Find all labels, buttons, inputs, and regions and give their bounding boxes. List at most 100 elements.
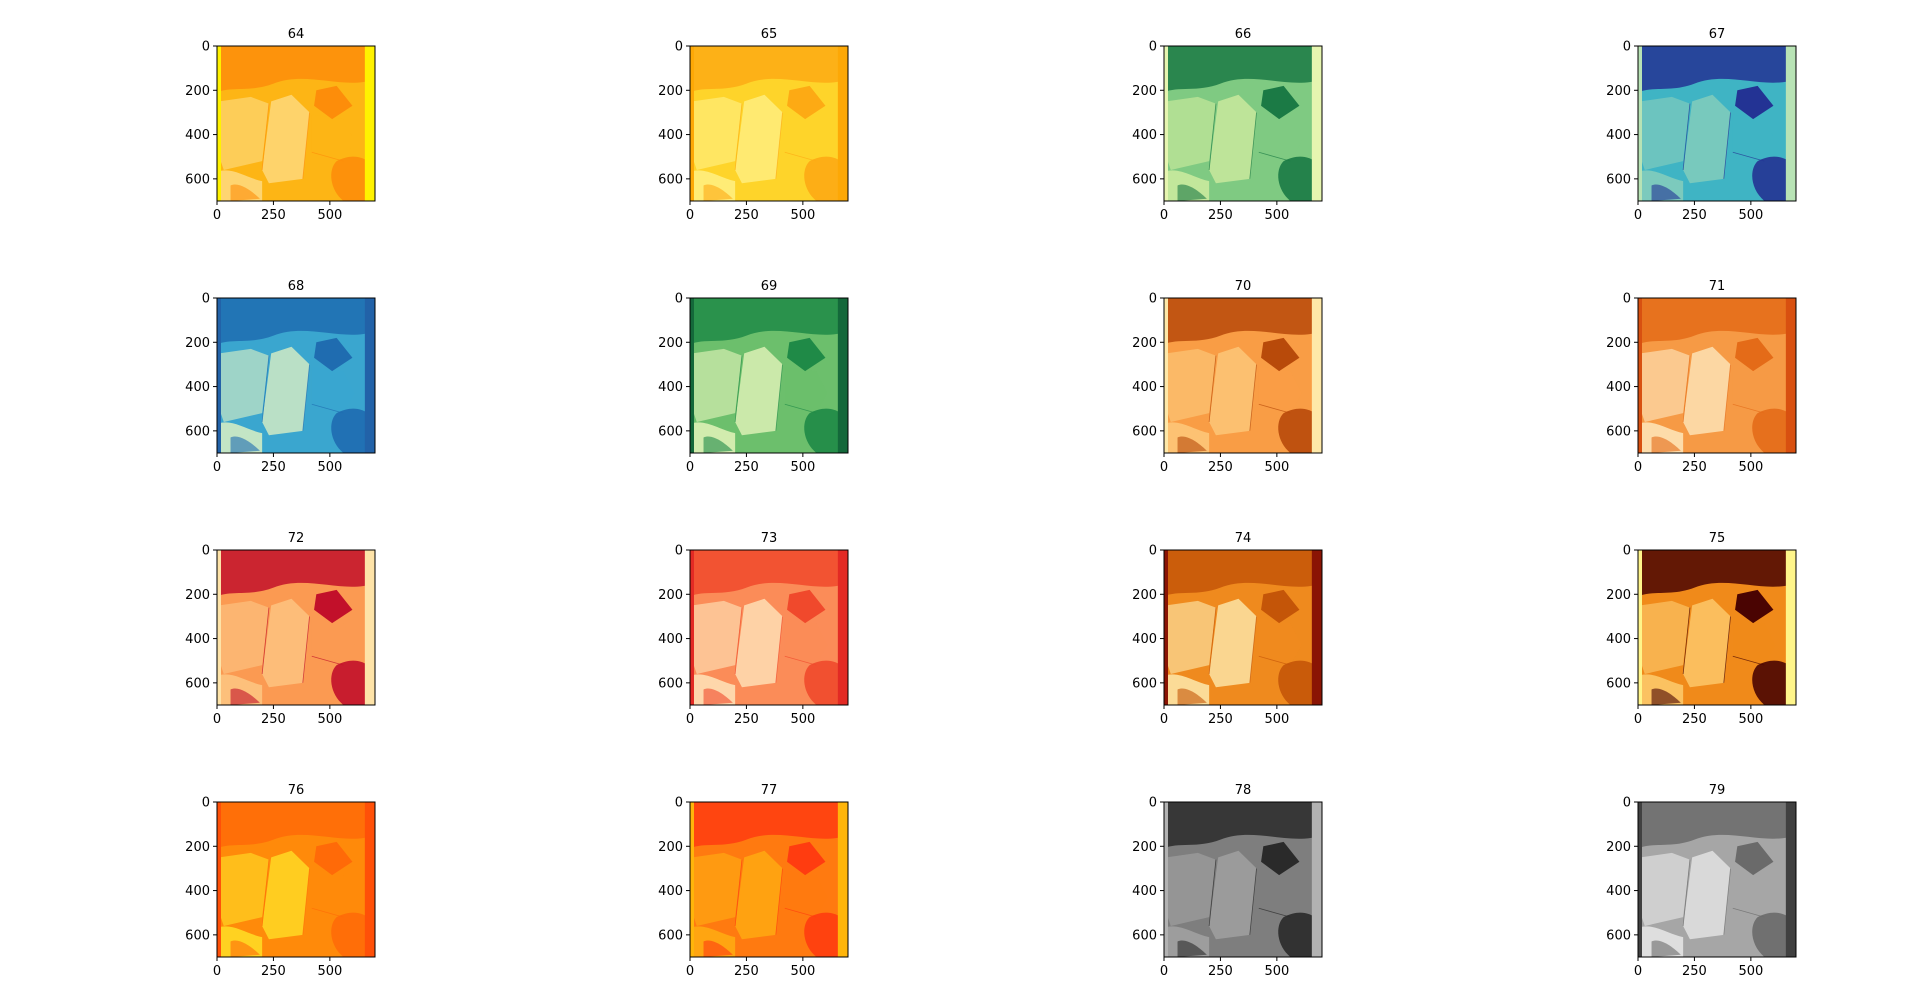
y-tick-label: 200 (185, 588, 210, 603)
subplot-title: 65 (761, 27, 778, 42)
x-tick-label: 0 (1160, 964, 1168, 979)
x-tick-label: 0 (213, 712, 221, 727)
subplot-title: 66 (1235, 27, 1252, 42)
axes-frame (1637, 45, 1797, 202)
y-tick-label: 400 (185, 884, 210, 899)
subplot-75: 75 0 250 500 0 200 400 600 (1606, 531, 1797, 727)
y-tick-label: 400 (1132, 380, 1157, 395)
y-tick-label: 0 (1149, 40, 1157, 55)
x-tick-label: 250 (261, 460, 286, 475)
x-tick-label: 250 (1682, 208, 1707, 223)
x-tick-label: 500 (317, 964, 342, 979)
image-raster (1164, 298, 1322, 453)
y-tick-label: 400 (658, 380, 683, 395)
axes-frame (1163, 801, 1323, 958)
image-raster (1638, 550, 1796, 705)
subplot-title: 69 (761, 279, 778, 294)
y-tick-label: 200 (658, 588, 683, 603)
subplot-76: 76 0 250 500 0 200 400 600 (185, 783, 376, 979)
y-tick-label: 200 (1132, 840, 1157, 855)
subplot-73: 73 0 250 500 0 200 400 600 (658, 531, 849, 727)
axes-frame (1163, 549, 1323, 706)
x-tick-label: 0 (686, 712, 694, 727)
y-tick-label: 600 (658, 172, 683, 187)
subplot-title: 75 (1709, 531, 1726, 546)
y-tick-label: 0 (1623, 544, 1631, 559)
y-tick-label: 0 (202, 292, 210, 307)
subplot-79: 79 0 250 500 0 200 400 600 (1606, 783, 1797, 979)
y-tick-label: 0 (1149, 292, 1157, 307)
axes-frame (1637, 801, 1797, 958)
subplot-69: 69 0 250 500 0 200 400 600 (658, 279, 849, 475)
y-tick-label: 0 (1623, 796, 1631, 811)
subplot-68: 68 0 250 500 0 200 400 600 (185, 279, 376, 475)
x-tick-label: 0 (213, 964, 221, 979)
x-tick-label: 250 (261, 964, 286, 979)
x-tick-label: 500 (317, 460, 342, 475)
x-tick-label: 0 (213, 208, 221, 223)
y-tick-label: 0 (675, 796, 683, 811)
y-tick-label: 200 (1132, 336, 1157, 351)
y-tick-label: 600 (1132, 172, 1157, 187)
x-tick-label: 0 (686, 460, 694, 475)
x-tick-label: 0 (686, 964, 694, 979)
y-tick-label: 400 (658, 128, 683, 143)
y-tick-label: 0 (675, 40, 683, 55)
y-tick-label: 400 (1606, 884, 1631, 899)
y-tick-label: 600 (658, 424, 683, 439)
y-tick-label: 200 (658, 84, 683, 99)
y-tick-label: 400 (1132, 128, 1157, 143)
x-tick-label: 250 (261, 208, 286, 223)
y-tick-label: 400 (1132, 632, 1157, 647)
subplot-title: 77 (761, 783, 778, 798)
axes-frame (1637, 549, 1797, 706)
axes-frame (216, 801, 376, 958)
x-tick-label: 500 (1738, 208, 1763, 223)
x-tick-label: 250 (734, 964, 759, 979)
subplot-title: 79 (1709, 783, 1726, 798)
image-raster (1164, 46, 1322, 201)
subplot-title: 73 (761, 531, 778, 546)
x-tick-label: 250 (734, 460, 759, 475)
x-tick-label: 250 (1682, 460, 1707, 475)
y-tick-label: 600 (185, 928, 210, 943)
x-tick-label: 0 (1160, 460, 1168, 475)
axes-frame (1163, 45, 1323, 202)
y-tick-label: 600 (1132, 424, 1157, 439)
y-tick-label: 400 (185, 632, 210, 647)
y-tick-label: 200 (1132, 84, 1157, 99)
axes-frame (1163, 297, 1323, 454)
subplot-66: 66 0 250 500 0 200 400 600 (1132, 27, 1323, 223)
image-raster (217, 802, 375, 957)
y-tick-label: 0 (1149, 796, 1157, 811)
image-raster (690, 802, 848, 957)
y-tick-label: 400 (658, 632, 683, 647)
y-tick-label: 600 (1606, 172, 1631, 187)
y-tick-label: 0 (675, 544, 683, 559)
subplot-67: 67 0 250 500 0 200 400 600 (1606, 27, 1797, 223)
y-tick-label: 400 (658, 884, 683, 899)
y-tick-label: 600 (185, 424, 210, 439)
x-tick-label: 0 (1160, 208, 1168, 223)
x-tick-label: 250 (1682, 712, 1707, 727)
y-tick-label: 600 (658, 928, 683, 943)
x-tick-label: 500 (1738, 460, 1763, 475)
subplot-title: 72 (288, 531, 305, 546)
y-tick-label: 600 (1606, 928, 1631, 943)
y-tick-label: 200 (658, 336, 683, 351)
x-tick-label: 250 (1682, 964, 1707, 979)
x-tick-label: 500 (790, 712, 815, 727)
y-tick-label: 600 (658, 676, 683, 691)
image-raster (1638, 802, 1796, 957)
y-tick-label: 400 (185, 128, 210, 143)
y-tick-label: 400 (185, 380, 210, 395)
subplot-title: 70 (1235, 279, 1252, 294)
y-tick-label: 200 (1606, 84, 1631, 99)
y-tick-label: 400 (1606, 380, 1631, 395)
x-tick-label: 250 (1208, 712, 1233, 727)
subplot-title: 71 (1709, 279, 1726, 294)
image-raster (217, 550, 375, 705)
y-tick-label: 600 (1132, 676, 1157, 691)
axes-frame (689, 297, 849, 454)
axes-frame (689, 801, 849, 958)
